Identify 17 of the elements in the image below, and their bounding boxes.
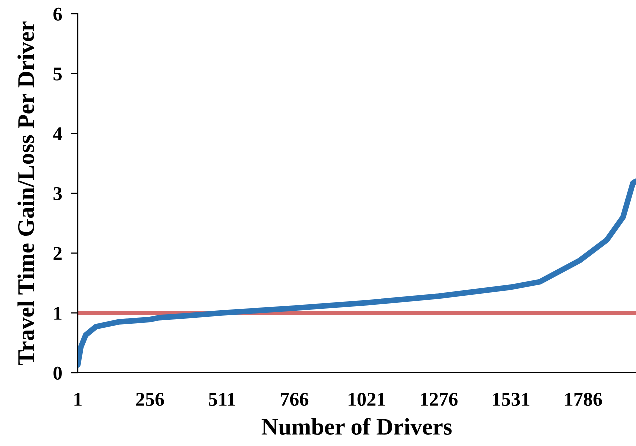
x-tick-label: 1786 [565,393,602,406]
x-tick-label: 1531 [493,393,530,406]
x-tick-label: 511 [209,393,236,406]
x-tick-label: 766 [281,393,309,406]
x-tick-label: 1276 [421,393,458,406]
y-tick-label: 1 [54,307,62,320]
y-tick-label: 0 [54,366,62,380]
y-tick-label: 2 [54,247,62,260]
y-axis-title: Travel Time Gain/Loss Per Driver [18,22,34,366]
y-tick-label: 3 [54,187,62,200]
x-axis-title: Number of Drivers [262,418,452,436]
y-tick-label: 4 [53,128,62,140]
x-tick-label: 1021 [348,393,386,406]
y-tick-label: 5 [54,68,62,81]
y-tick-label: 6 [54,8,62,21]
x-tick-label: 1 [74,393,82,406]
x-tick-label: 256 [136,393,164,406]
